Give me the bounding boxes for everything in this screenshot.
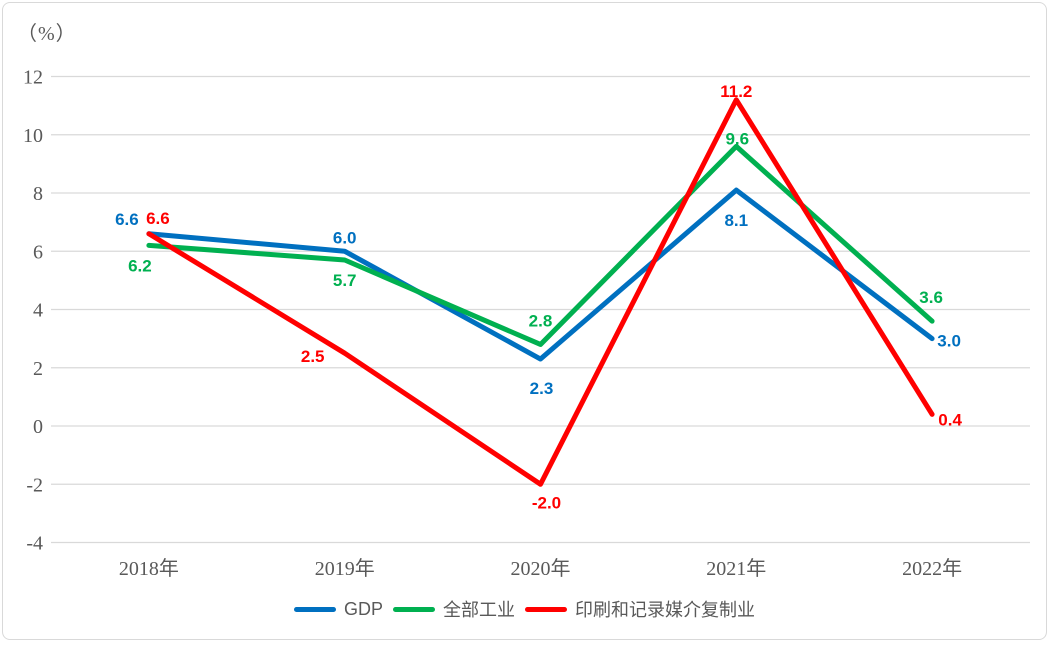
data-label-gdp: 8.1 xyxy=(724,211,748,230)
series-line-gdp xyxy=(146,187,935,362)
data-label-printing-media: 6.6 xyxy=(146,209,170,228)
data-label-all-industry: 2.8 xyxy=(529,311,553,330)
y-axis-tick-label: -4 xyxy=(26,533,43,555)
legend-label: GDP xyxy=(343,598,383,619)
y-axis-tick-label: 12 xyxy=(23,67,43,89)
legend-line-swatch xyxy=(525,606,567,612)
legend-line-swatch xyxy=(293,606,336,612)
legend-item-gdp: GDP xyxy=(293,598,383,620)
y-axis-tick-label: 0 xyxy=(33,416,43,438)
data-label-printing-media: -2.0 xyxy=(532,493,561,512)
data-label-printing-media: 0.4 xyxy=(938,410,962,429)
y-axis-unit-label: （%） xyxy=(17,23,77,45)
legend-label: 全部工业 xyxy=(443,600,515,620)
data-label-printing-media: 11.2 xyxy=(720,82,752,101)
y-axis-tick-label: 10 xyxy=(23,125,43,147)
x-axis-label: 2019年 xyxy=(315,557,375,580)
legend-label: 印刷和记录媒介复制业 xyxy=(575,600,755,620)
data-label-all-industry: 9.6 xyxy=(725,129,749,148)
data-label-gdp: 6.0 xyxy=(333,228,357,247)
data-label-gdp: 2.3 xyxy=(530,379,554,398)
x-axis-label: 2021年 xyxy=(706,557,766,580)
chart-legend: GDP 全部工业 印刷和记录媒介复制业 xyxy=(3,596,1046,622)
data-label-all-industry: 3.6 xyxy=(919,288,943,307)
y-axis-tick-label: 4 xyxy=(33,300,43,322)
x-axis-label: 2018年 xyxy=(119,557,179,580)
line-chart-plot-area: 12 10 8 6 4 2 0 -2 -4 2018年 2019年 2020年 2021年 2022年 6.… xyxy=(23,67,1030,580)
data-label-gdp: 3.0 xyxy=(937,332,961,351)
legend-line-swatch xyxy=(393,606,435,612)
y-axis-tick-label: 2 xyxy=(33,358,43,380)
data-label-all-industry: 6.2 xyxy=(128,256,152,275)
legend-item-all-industry: 全部工业 xyxy=(393,596,515,622)
legend-item-printing-media: 印刷和记录媒介复制业 xyxy=(525,596,755,622)
x-axis-label: 2022年 xyxy=(902,557,962,580)
x-axis-label: 2020年 xyxy=(511,557,571,580)
y-axis-tick-label: 6 xyxy=(33,241,43,263)
data-label-gdp: 6.6 xyxy=(115,210,139,229)
y-axis-tick-label: -2 xyxy=(26,474,43,496)
data-label-all-industry: 5.7 xyxy=(333,271,357,290)
y-axis-tick-label: 8 xyxy=(33,183,43,205)
data-label-printing-media: 2.5 xyxy=(301,347,325,366)
series-line-printing-media xyxy=(146,97,935,487)
